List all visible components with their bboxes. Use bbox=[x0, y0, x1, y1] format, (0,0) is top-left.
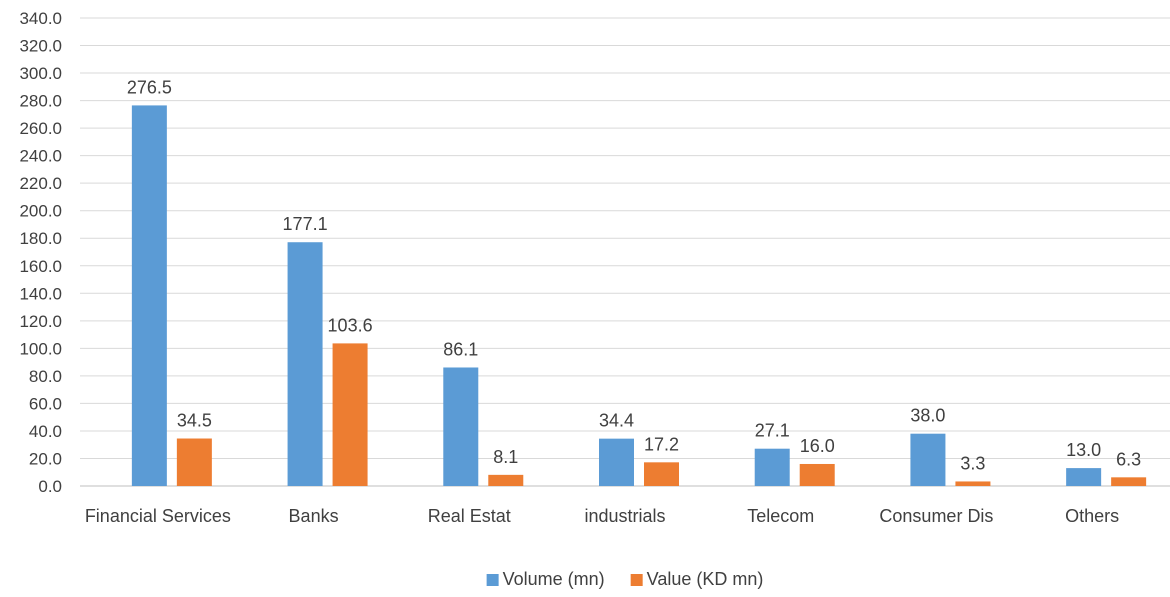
y-tick-label: 320.0 bbox=[19, 37, 62, 56]
y-tick-label: 100.0 bbox=[19, 339, 62, 358]
data-label: 8.1 bbox=[493, 447, 518, 467]
data-label: 177.1 bbox=[283, 214, 328, 234]
y-tick-label: 60.0 bbox=[29, 394, 62, 413]
bars bbox=[131, 105, 1147, 486]
bar-value bbox=[644, 462, 679, 486]
x-category-label: Financial Services bbox=[85, 506, 231, 526]
y-tick-label: 160.0 bbox=[19, 257, 62, 276]
y-tick-label: 40.0 bbox=[29, 422, 62, 441]
legend: Volume (mn) Value (KD mn) bbox=[486, 569, 764, 589]
data-label: 3.3 bbox=[960, 453, 985, 473]
y-tick-label: 340.0 bbox=[19, 9, 62, 28]
y-tick-label: 200.0 bbox=[19, 202, 62, 221]
bar-volume bbox=[599, 438, 634, 486]
data-label: 34.4 bbox=[599, 411, 634, 431]
y-tick-label: 300.0 bbox=[19, 64, 62, 83]
data-label: 38.0 bbox=[910, 406, 945, 426]
y-tick-label: 240.0 bbox=[19, 147, 62, 166]
legend-item: Volume (mn) bbox=[486, 569, 605, 589]
bar-volume bbox=[754, 448, 790, 486]
bar-value bbox=[176, 438, 212, 486]
legend-label: Value (KD mn) bbox=[647, 569, 764, 589]
data-label: 86.1 bbox=[443, 339, 478, 359]
data-label: 6.3 bbox=[1116, 449, 1141, 469]
gridlines bbox=[80, 17, 1170, 487]
data-label: 103.6 bbox=[328, 315, 373, 335]
x-axis-category-labels: Financial Services Banks Real Estat industr… bbox=[85, 506, 1119, 526]
x-category-label: industrials bbox=[584, 506, 665, 526]
y-tick-label: 180.0 bbox=[19, 229, 62, 248]
bar-volume bbox=[910, 433, 946, 486]
y-axis-tick-labels: 0.0 20.0 40.0 60.0 80.0 100.0 120.0 140.0 160.0 1… bbox=[19, 9, 62, 496]
x-category-label: Consumer Dis bbox=[879, 506, 993, 526]
bar-volume bbox=[287, 242, 323, 486]
legend-swatch bbox=[630, 574, 643, 586]
data-label: 17.2 bbox=[644, 434, 679, 454]
x-category-label: Telecom bbox=[747, 506, 814, 526]
y-tick-label: 0.0 bbox=[38, 477, 62, 496]
y-tick-label: 220.0 bbox=[19, 174, 62, 193]
bar-volume bbox=[1066, 468, 1102, 486]
y-tick-label: 120.0 bbox=[19, 312, 62, 331]
bar-volume bbox=[443, 367, 479, 486]
y-tick-label: 140.0 bbox=[19, 284, 62, 303]
bar-value bbox=[332, 343, 368, 486]
data-label: 13.0 bbox=[1066, 440, 1101, 460]
legend-swatch bbox=[486, 574, 499, 586]
x-category-label: Banks bbox=[289, 506, 339, 526]
legend-label: Volume (mn) bbox=[503, 569, 605, 589]
y-tick-label: 260.0 bbox=[19, 119, 62, 138]
data-label: 276.5 bbox=[127, 77, 172, 97]
bar-value bbox=[488, 474, 524, 486]
y-tick-label: 20.0 bbox=[29, 449, 62, 468]
data-labels: 276.5 177.1 86.1 34.4 27.1 38.0 13.0 34.5 103.6 8… bbox=[127, 77, 1141, 473]
bar-value bbox=[799, 463, 835, 486]
data-label: 34.5 bbox=[177, 411, 212, 431]
data-label: 27.1 bbox=[755, 421, 790, 441]
bar-value bbox=[1111, 477, 1147, 486]
y-tick-label: 80.0 bbox=[29, 367, 62, 386]
legend-item: Value (KD mn) bbox=[630, 569, 764, 589]
bar-value bbox=[955, 481, 991, 486]
bar-volume bbox=[131, 105, 167, 486]
y-tick-label: 280.0 bbox=[19, 92, 62, 111]
x-category-label: Others bbox=[1065, 506, 1119, 526]
data-label: 16.0 bbox=[800, 436, 835, 456]
x-category-label: Real Estat bbox=[428, 506, 511, 526]
